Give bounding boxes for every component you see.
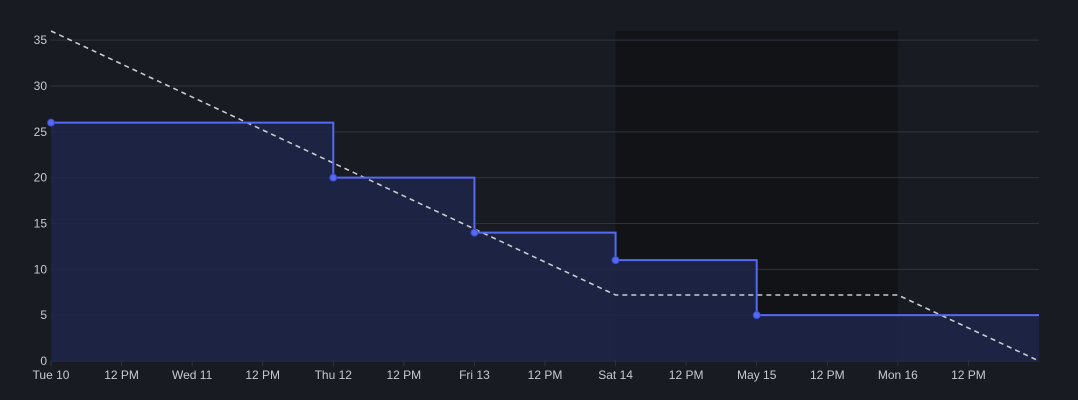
y-tick-label: 35: [34, 33, 48, 47]
y-tick-label: 20: [34, 171, 48, 185]
actual-data-point: [611, 256, 620, 265]
y-tick-label: 5: [40, 308, 47, 322]
y-tick-label: 30: [34, 79, 48, 93]
y-tick-label: 25: [34, 125, 48, 139]
x-tick-label: May 15: [737, 368, 777, 382]
actual-area-fill: [51, 122, 1039, 362]
x-axis-ticks: Tue 10 12 PM Wed 11 12 PM Thu 12 12 PM Fri 13 1…: [33, 361, 986, 382]
actual-area-layer: [51, 122, 1039, 362]
x-tick-label: 12 PM: [104, 368, 139, 382]
y-tick-label: 0: [40, 354, 47, 368]
actual-data-point: [329, 173, 338, 182]
actual-data-point: [470, 228, 479, 237]
actual-points-layer: [47, 118, 761, 320]
x-tick-label: 12 PM: [245, 368, 280, 382]
y-axis-ticks: 0 5 10 15 20 25 30 35: [34, 33, 48, 368]
ideal-line-layer: [50, 30, 1040, 362]
x-tick-label: Sat 14: [598, 368, 633, 382]
y-tick-label: 10: [34, 262, 48, 276]
actual-line-layer: [51, 121, 1039, 317]
x-tick-label: 12 PM: [669, 368, 704, 382]
x-tick-label: Tue 10: [33, 368, 70, 382]
x-tick-label: Fri 13: [459, 368, 490, 382]
x-tick-label: Wed 11: [172, 368, 213, 382]
x-tick-label: 12 PM: [528, 368, 563, 382]
actual-burndown-line: [51, 121, 1039, 317]
ideal-burndown-line: [50, 30, 1040, 362]
x-tick-label: Thu 12: [315, 368, 353, 382]
x-tick-label: 12 PM: [387, 368, 422, 382]
x-tick-label: Mon 16: [878, 368, 918, 382]
actual-data-point: [752, 311, 761, 320]
actual-data-point: [47, 118, 55, 127]
x-tick-label: 12 PM: [951, 368, 986, 382]
x-tick-label: 12 PM: [810, 368, 845, 382]
y-tick-label: 15: [34, 217, 48, 231]
